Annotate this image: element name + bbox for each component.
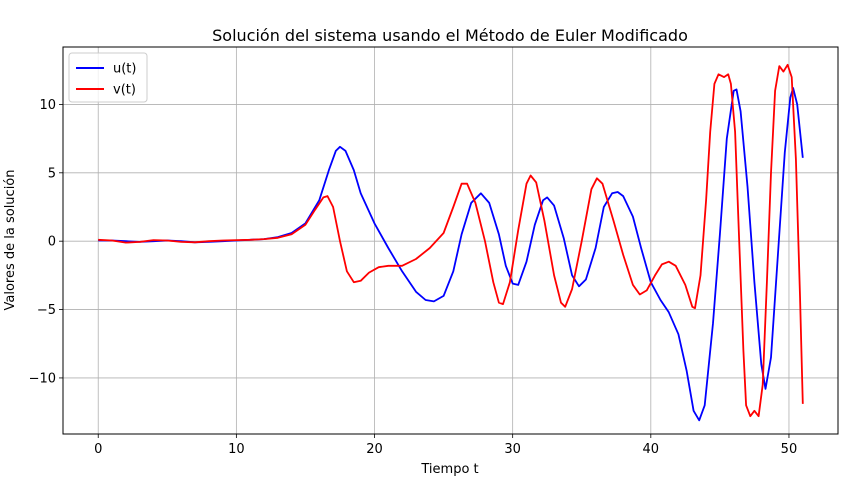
legend-label-v: v(t): [113, 83, 136, 98]
series-line-v: [98, 63, 804, 418]
y-axis-ticks: −10 −5 0 5 10: [29, 98, 63, 386]
y-tick-label: 10: [39, 98, 56, 113]
chart-title: Solución del sistema usando el Método de…: [212, 26, 688, 45]
y-axis-label: Valores de la solución: [3, 169, 18, 310]
legend-label-u: u(t): [113, 62, 136, 77]
plot-frame: [62, 46, 839, 435]
y-tick-label: −10: [29, 371, 56, 386]
x-tick-label: 50: [781, 442, 798, 457]
y-tick-label: 0: [48, 235, 56, 250]
x-tick-label: 30: [504, 442, 521, 457]
legend: u(t) v(t): [68, 52, 148, 103]
x-axis-label: Tiempo t: [420, 462, 478, 477]
y-tick-label: 5: [48, 166, 56, 181]
y-tick-label: −5: [37, 303, 56, 318]
x-tick-label: 0: [94, 442, 102, 457]
x-tick-label: 40: [643, 442, 660, 457]
x-tick-label: 20: [366, 442, 383, 457]
x-tick-label: 10: [228, 442, 245, 457]
series-lines: [98, 63, 804, 422]
x-axis-ticks: 0 10 20 30 40 50: [94, 434, 797, 457]
